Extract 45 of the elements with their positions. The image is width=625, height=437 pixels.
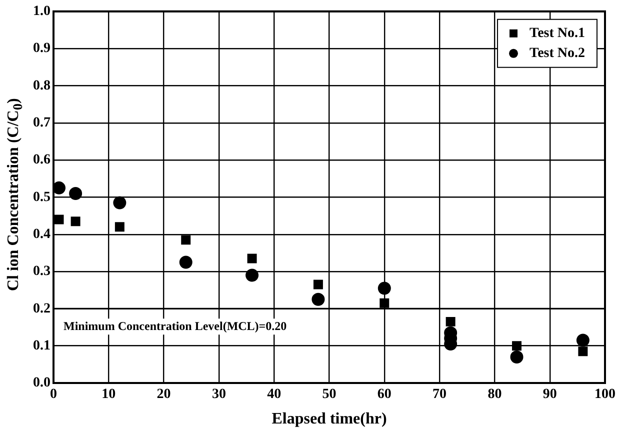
y-tick-label: 0.4	[33, 226, 50, 242]
point	[378, 282, 391, 295]
x-tick-label: 60	[377, 387, 392, 402]
point	[181, 235, 191, 245]
ref-line-label: Minimum Concentration Level(MCL)=0.20	[64, 318, 287, 333]
point	[247, 254, 257, 264]
x-tick-label: 50	[322, 387, 336, 402]
point	[446, 316, 456, 326]
y-tick-label: 0.3	[33, 264, 50, 280]
point	[54, 181, 66, 194]
x-tick-label: 0	[50, 387, 57, 402]
x-tick-label: 10	[102, 387, 116, 402]
point	[512, 341, 522, 351]
legend-label: Test No.1	[530, 26, 586, 42]
point	[313, 280, 323, 290]
point	[380, 298, 390, 308]
point	[312, 292, 325, 306]
point	[576, 334, 590, 347]
y-tick-label: 0.1	[33, 338, 50, 354]
y-tick-label: 0.7	[33, 115, 50, 130]
point	[510, 350, 524, 364]
point	[246, 268, 259, 282]
point	[114, 222, 124, 232]
x-tick-label: 70	[432, 387, 447, 402]
point	[70, 216, 80, 226]
y-tick-label: 0.2	[33, 301, 50, 316]
point	[54, 214, 64, 224]
x-tick-label: 100	[594, 387, 616, 402]
x-tick-label: 30	[212, 387, 226, 402]
y-tick-label: 0.6	[33, 152, 50, 168]
legend-label: Test No.2	[530, 46, 586, 62]
x-tick-label: 40	[267, 387, 282, 402]
point	[69, 186, 82, 200]
x-tick-label: 80	[488, 387, 502, 402]
y-tick-label: 0.8	[33, 78, 50, 94]
point	[179, 256, 192, 269]
y-tick-label: 0.0	[33, 376, 50, 391]
point	[113, 196, 126, 210]
point	[578, 346, 588, 356]
x-tick-label: 20	[156, 387, 171, 402]
x-tick-label: 90	[542, 387, 557, 402]
y-tick-label: 1.0	[33, 4, 50, 20]
y-tick-label: 0.9	[33, 41, 50, 56]
y-tick-label: 0.5	[33, 190, 50, 205]
x-axis-title: Elapsed time(hr)	[272, 410, 387, 428]
